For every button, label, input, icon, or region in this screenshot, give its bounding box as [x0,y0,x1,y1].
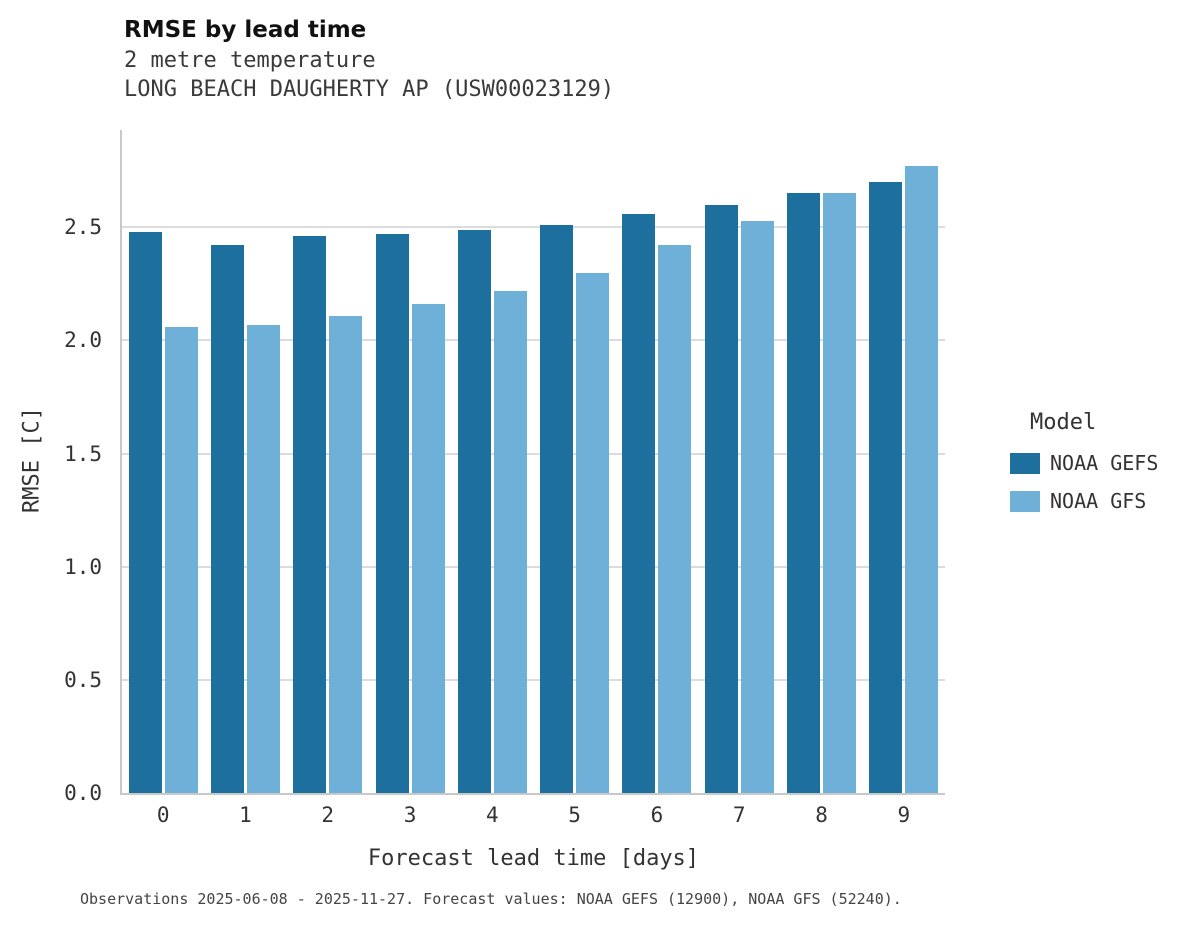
y-tick-label: 2.5 [64,215,102,240]
x-tick-label: 0 [156,803,170,827]
y-tick-label: 1.0 [64,554,102,579]
y-tick-label: 0.0 [64,781,102,805]
legend-swatch-icon [1010,452,1040,474]
bar-group-lead-5 [533,130,615,793]
bar-noaa-gefs [293,236,327,793]
bar-noaa-gfs [658,245,692,793]
x-tick-label: 9 [897,803,911,827]
bar-noaa-gfs [823,193,857,793]
y-axis-spine [120,130,122,793]
legend-title: Model [1030,410,1097,435]
x-tick-label: 6 [650,803,664,827]
x-axis-title: Forecast lead time [days] [367,846,700,871]
y-axis-tick-labels: 0.0 0.5 1.0 1.5 2.0 2.5 [0,130,112,805]
chart-subtitle-variable: 2 metre temperature [124,47,376,73]
bar-noaa-gfs [576,272,610,793]
bar-noaa-gefs [375,234,409,793]
legend: Model NOAA GEFS NOAA GFS [1010,410,1158,527]
x-tick-label: 2 [321,803,335,827]
bar-group-lead-9 [863,130,945,793]
plot-area [120,130,945,795]
bar-noaa-gefs [210,245,244,793]
bar-noaa-gefs [787,193,821,793]
legend-swatch-icon [1010,490,1040,512]
gridline [122,339,945,342]
legend-label: NOAA GEFS [1050,451,1159,475]
gridline [122,678,945,681]
x-axis-spine [120,793,945,795]
y-tick-label: 0.5 [64,667,102,692]
bar-group-lead-7 [698,130,780,793]
chart-subtitle-station: LONG BEACH DAUGHERTY AP (USW00023129) [124,76,615,102]
x-tick-label: 4 [486,803,499,827]
bar-noaa-gfs [329,315,363,793]
legend-label: NOAA GFS [1050,489,1147,513]
bar-noaa-gefs [704,204,738,793]
bar-noaa-gefs [457,229,491,793]
bar-group-lead-4 [451,130,533,793]
bar-noaa-gefs [128,231,162,793]
bar-noaa-gefs [540,225,574,793]
bar-group-lead-3 [369,130,451,793]
bar-noaa-gfs [164,326,198,793]
bars-layer [122,130,945,793]
legend-entry: NOAA GFS [1010,489,1158,513]
footer-caption: Observations 2025-06-08 - 2025-11-27. Fo… [80,890,902,908]
bar-group-lead-8 [780,130,862,793]
legend-entry: NOAA GEFS [1010,451,1158,475]
gridline [122,452,945,455]
y-tick-label: 1.5 [64,441,102,466]
bar-noaa-gfs [905,166,939,793]
bar-noaa-gefs [622,213,656,793]
y-tick-label: 2.0 [64,328,102,353]
bar-noaa-gefs [869,182,903,793]
x-tick-label: 8 [815,803,828,827]
bar-noaa-gfs [740,220,774,793]
x-tick-label: 5 [568,803,581,827]
legend-entries: NOAA GEFS NOAA GFS [1010,451,1158,513]
bar-group-lead-6 [616,130,698,793]
bar-noaa-gfs [411,304,445,793]
chart-header: RMSE by lead time 2 metre temperature LO… [124,16,614,104]
bar-noaa-gfs [493,290,527,793]
x-axis-tick-labels: 0 1 2 3 4 5 6 7 8 9 [122,803,945,827]
bar-noaa-gfs [246,324,280,793]
x-tick-label: 7 [732,803,746,827]
gridline [122,226,945,229]
x-tick-label: 1 [239,803,252,827]
bar-group-lead-0 [122,130,204,793]
gridline [122,565,945,568]
bar-group-lead-1 [204,130,286,793]
x-tick-label: 3 [403,803,417,827]
bar-group-lead-2 [287,130,369,793]
chart-title: RMSE by lead time [124,17,367,43]
